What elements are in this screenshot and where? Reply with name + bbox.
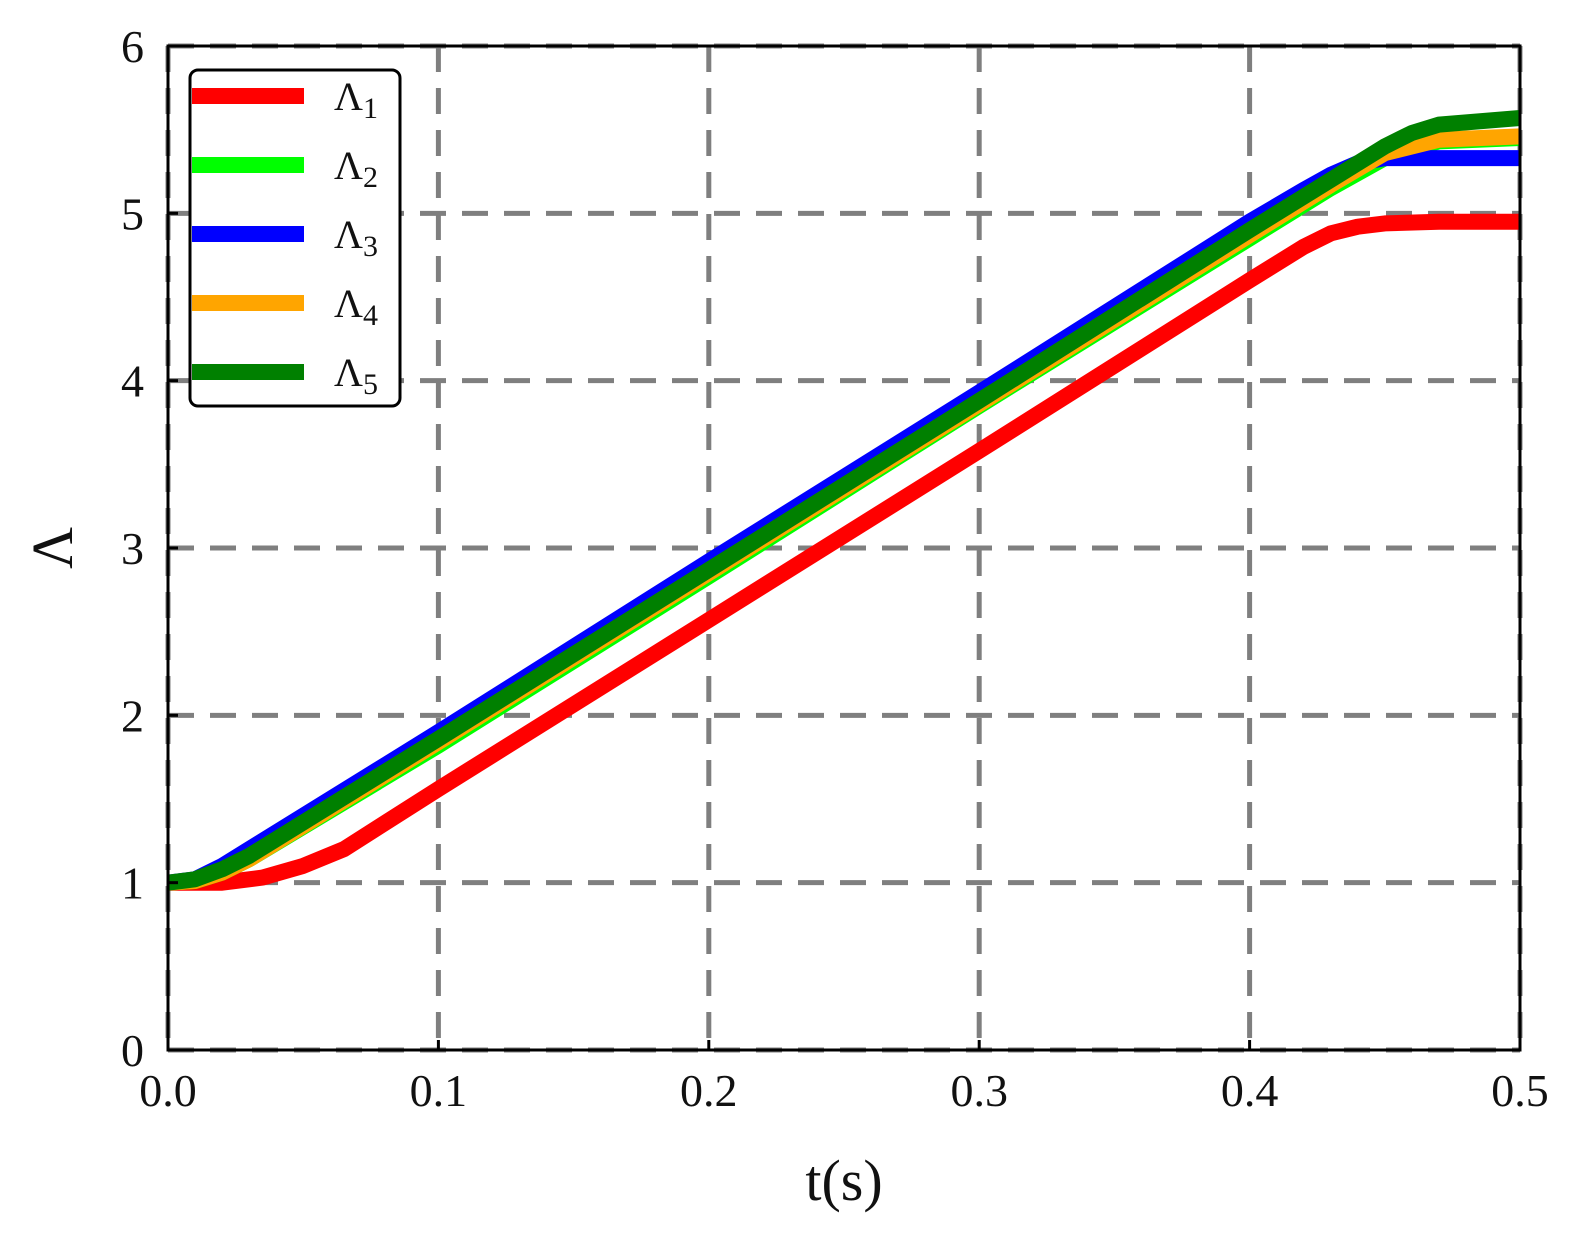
x-tick-label: 0.4 [1221,1065,1279,1116]
x-tick-label: 0.2 [680,1065,738,1116]
x-tick-label: 0.0 [139,1065,197,1116]
y-axis-title: Λ [20,527,85,569]
series-line-1 [168,213,1520,891]
legend-label-5: Λ5 [334,350,378,401]
legend: Λ1 Λ2 Λ3 Λ4 Λ5 [188,68,402,408]
y-tick-label: 0 [121,1025,144,1076]
y-tick-label: 4 [121,356,144,407]
y-tick-label: 1 [121,858,144,909]
y-tick-label: 3 [121,523,144,574]
legend-label-3: Λ3 [334,212,378,263]
x-tick-label: 0.5 [1491,1065,1549,1116]
x-axis-title: t(s) [805,1148,882,1213]
x-tick-label: 0.3 [950,1065,1008,1116]
series-lines [167,110,1521,891]
legend-label-2: Λ2 [334,143,378,194]
axis-ticks: 0.0 0.1 0.2 0.3 0.4 0.5 0 1 2 3 4 5 6 [121,21,1549,1116]
x-tick-label: 0.1 [410,1065,468,1116]
legend-label-1: Λ1 [334,74,378,125]
y-tick-label: 2 [121,690,144,741]
series-line-5 [167,110,1521,891]
y-tick-label: 6 [121,21,144,72]
y-tick-label: 5 [121,188,144,239]
legend-label-4: Λ4 [334,281,378,332]
